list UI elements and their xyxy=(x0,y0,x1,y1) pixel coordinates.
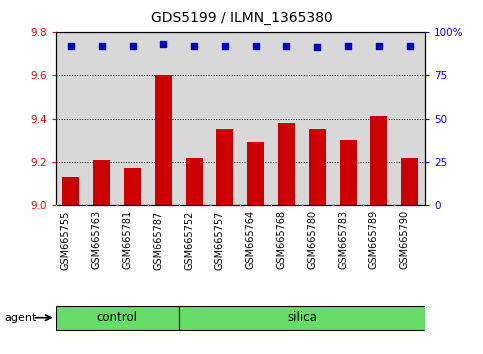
Bar xyxy=(185,158,202,205)
Text: GSM665768: GSM665768 xyxy=(276,210,286,269)
Point xyxy=(252,43,259,48)
Bar xyxy=(309,130,326,205)
Text: GSM665781: GSM665781 xyxy=(123,210,132,269)
Point xyxy=(221,43,229,48)
Point xyxy=(159,41,167,47)
Bar xyxy=(340,140,356,205)
Text: GSM665757: GSM665757 xyxy=(215,210,225,270)
Text: GSM665764: GSM665764 xyxy=(246,210,256,269)
Bar xyxy=(370,116,387,205)
Point xyxy=(67,43,75,48)
Bar xyxy=(124,169,141,205)
Point xyxy=(313,45,321,50)
Text: GDS5199 / ILMN_1365380: GDS5199 / ILMN_1365380 xyxy=(151,11,332,25)
Text: control: control xyxy=(97,311,138,324)
Bar xyxy=(278,123,295,205)
Text: GSM665763: GSM665763 xyxy=(92,210,102,269)
Text: GSM665789: GSM665789 xyxy=(369,210,379,269)
Text: GSM665780: GSM665780 xyxy=(307,210,317,269)
Point xyxy=(283,43,290,48)
Bar xyxy=(247,142,264,205)
Text: GSM665787: GSM665787 xyxy=(153,210,163,269)
Text: agent: agent xyxy=(5,313,37,323)
Text: silica: silica xyxy=(287,311,317,324)
Point xyxy=(98,43,106,48)
Point xyxy=(406,43,413,48)
Bar xyxy=(155,75,172,205)
Bar xyxy=(62,177,79,205)
Point xyxy=(128,43,136,48)
Bar xyxy=(56,306,179,330)
Point xyxy=(190,43,198,48)
Text: GSM665755: GSM665755 xyxy=(61,210,71,270)
Text: GSM665790: GSM665790 xyxy=(399,210,410,269)
Text: GSM665783: GSM665783 xyxy=(338,210,348,269)
Text: GSM665752: GSM665752 xyxy=(184,210,194,270)
Bar xyxy=(179,306,425,330)
Point xyxy=(375,43,383,48)
Bar xyxy=(216,130,233,205)
Point xyxy=(344,43,352,48)
Bar xyxy=(93,160,110,205)
Bar xyxy=(401,158,418,205)
